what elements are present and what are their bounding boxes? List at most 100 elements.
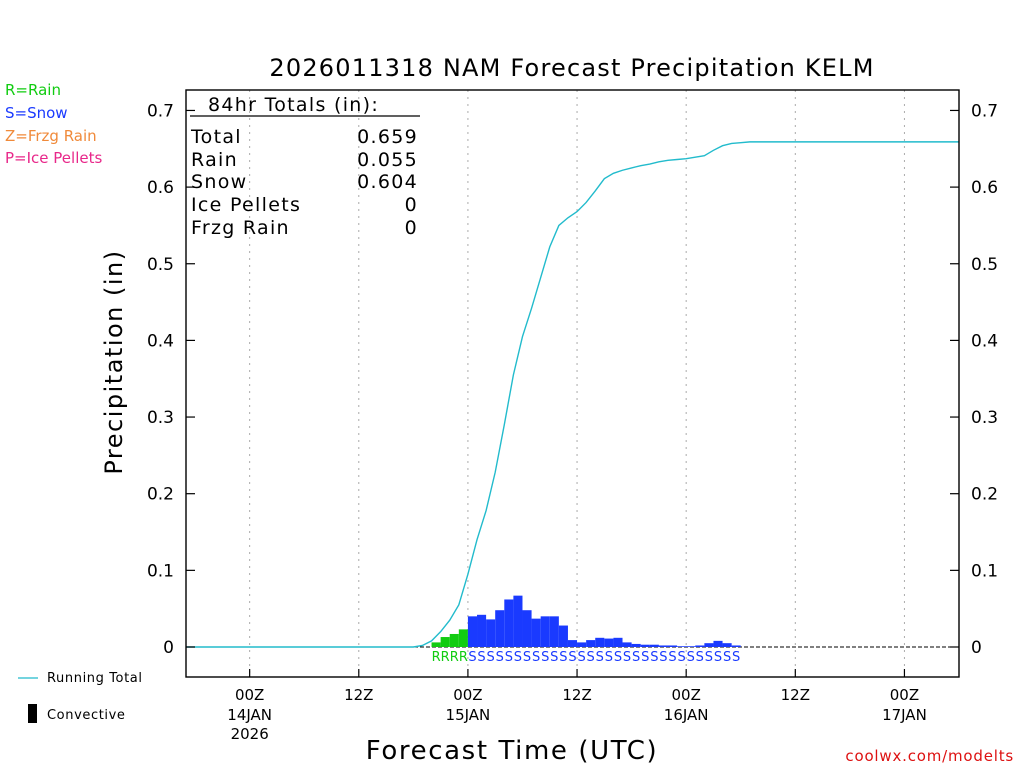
precip-bar [467,616,478,647]
totals-row-label: Total [190,126,242,148]
ptype-letter: R [432,650,441,665]
precip-bar [713,640,723,647]
ptype-letter: S [541,650,549,665]
credit-text: coolwx.com/modelts [845,747,1014,765]
x-tick-date: 15JAN [446,706,491,724]
y-tick-label-right: 0.6 [971,178,998,198]
ptype-letter: S [477,650,485,665]
precip-bar [549,616,559,647]
ptype-letter: R [441,650,450,665]
precip-bar [477,614,487,647]
y-tick-label-right: 0 [971,638,982,658]
y-tick-label-right: 0.7 [971,101,998,121]
precip-bar [704,643,714,647]
legend-ice-pellets: P=Ice Pellets [5,149,102,167]
x-tick-label: 00Z [890,686,919,704]
y-tick-label-left: 0.6 [147,178,174,198]
precip-bar [540,616,550,647]
totals-row-label: Snow [191,171,247,193]
precip-bar [558,625,568,647]
precip-bar [631,643,641,647]
ptype-letter: R [450,650,459,665]
ptype-letter: R [459,650,468,665]
chart-title: 2026011318 NAM Forecast Precipitation KE… [269,54,874,82]
precip-bar [440,637,450,647]
ptype-letter: S [641,650,649,665]
ptype-letter: S [505,650,513,665]
precip-bar [577,642,587,647]
precip-bar [640,644,650,647]
x-tick-label: 00Z [453,686,482,704]
y-tick-label-left: 0 [163,638,174,658]
totals-row-label: Ice Pellets [191,194,301,216]
precip-bar [531,618,541,647]
precip-bar [649,644,659,647]
plot-area: R R R R S S S S S S S S S S S S S S S S S S S S S S S S S S S S S S0 00.1 0… [147,89,998,743]
legend-frzg-rain: Z=Frzg Rain [5,127,97,145]
precip-bar [722,643,732,647]
totals-heading: 84hr Totals (in): [208,94,379,116]
ptype-letter: S [668,650,676,665]
ptype-letter: S [577,650,585,665]
totals-row-value: 0.055 [357,149,418,171]
precip-bar [595,637,605,647]
precip-bar [449,633,459,647]
totals-row-value: 0 [405,194,418,216]
ptype-letter: S [559,650,567,665]
precip-bar [658,645,668,647]
legend-convective-swatch [28,704,37,723]
precip-bar [504,599,514,647]
x-tick-date: 16JAN [664,706,709,724]
y-tick-label-right: 0.1 [971,561,998,581]
x-tick-label: 12Z [562,686,591,704]
y-tick-label-right: 0.5 [971,255,998,275]
y-tick-label-left: 0.7 [147,101,174,121]
ptype-letter: S [714,650,722,665]
y-tick-label-right: 0.2 [971,485,998,505]
x-tick-label: 00Z [235,686,264,704]
ptype-letter: S [605,650,613,665]
precip-bar [567,640,578,647]
ptype-letter: S [650,650,658,665]
totals-row-value: 0.659 [357,126,418,148]
running-total-line [186,141,959,648]
ptype-letter: S [677,650,685,665]
precip-bar [686,646,696,647]
ptype-letter: S [696,650,704,665]
precip-bar [586,640,596,647]
precip-bar [458,629,468,647]
y-tick-label-left: 0.3 [147,408,174,428]
precip-bar [613,637,623,647]
ptype-letter: S [532,650,540,665]
x-tick-year: 2026 [231,725,269,743]
ptype-letter: S [705,650,713,665]
precip-bar [622,642,632,647]
legend-rain: R=Rain [5,81,61,99]
ptype-letter: S [632,650,640,665]
precip-bar [486,619,496,647]
legend-running-total: Running Total [47,671,143,686]
y-tick-label-right: 0.3 [971,408,998,428]
x-tick-label: 00Z [671,686,700,704]
ptype-letter: S [659,650,667,665]
ptype-letter: S [587,650,595,665]
x-tick-label: 12Z [344,686,373,704]
y-tick-label-left: 0.2 [147,485,174,505]
ptype-letter: S [732,650,740,665]
y-tick-label-left: 0.1 [147,561,174,581]
y-tick-label-right: 0.4 [971,331,998,351]
legend-convective: Convective [47,708,126,723]
x-axis-label: Forecast Time (UTC) [366,736,658,766]
totals-row-value: 0.604 [357,171,418,193]
ptype-letter: S [687,650,695,665]
y-axis-label: Precipitation (in) [100,249,128,474]
ptype-letter: S [596,650,604,665]
y-tick-label-left: 0.5 [147,255,174,275]
ptype-letter: S [723,650,731,665]
x-tick-date: 14JAN [227,706,272,724]
ptype-letter: S [523,650,531,665]
y-tick-label-left: 0.4 [147,331,174,351]
totals-row-label: Frzg Rain [191,217,290,239]
precip-bar [604,638,614,647]
